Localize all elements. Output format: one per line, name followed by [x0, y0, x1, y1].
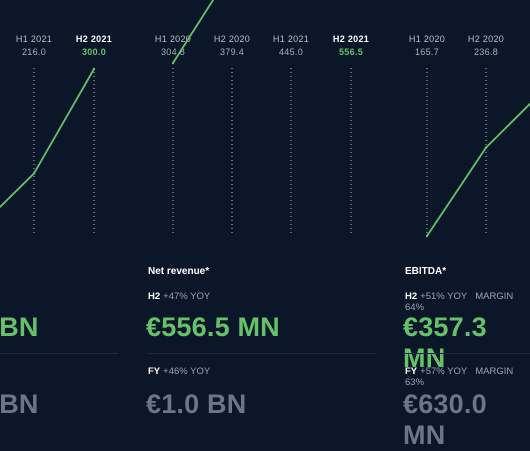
ebitda-period-label: H2 2020	[468, 34, 504, 44]
net-revenue-h2-row: H2 +47% YOY	[148, 291, 210, 302]
net-revenue-period-label: H1 2020	[155, 34, 191, 44]
panel-1-fy-value: 3BN	[0, 389, 39, 419]
net-revenue-fy-row: FY +46% YOY	[148, 366, 210, 377]
net-revenue-h2-yoy: +47% YOY	[163, 291, 211, 302]
panel-1-value-label: 216.0	[22, 47, 46, 57]
ebitda-fy-margin: MARGIN 63%	[405, 366, 514, 388]
ebitda-h2-label: H2	[405, 291, 418, 302]
panel-1-period-label: H1 2021	[16, 34, 52, 44]
net-revenue-fy-value: €1.0 BN	[146, 389, 247, 419]
panel-1-data-point	[32, 172, 36, 175]
ebitda-h2-margin: MARGIN 64%	[405, 291, 514, 313]
net-revenue-title: Net revenue*	[148, 266, 210, 277]
ebitda-h2-yoy: +51% YOY	[420, 291, 468, 302]
net-revenue-value-label: 445.0	[279, 47, 303, 57]
panel-1-period-label: H2 2021	[76, 34, 112, 44]
net-revenue-fy-label: FY	[148, 366, 161, 377]
net-revenue-divider	[148, 353, 376, 354]
ebitda-fy-label: FY	[405, 366, 418, 377]
panel-1-divider	[0, 353, 118, 354]
ebitda-title: EBITDA*	[405, 266, 447, 277]
ebitda-h2-value: €357.3 MN	[403, 312, 487, 373]
panel-1-h2-value: 3BN	[0, 312, 39, 342]
ebitda-divider	[405, 353, 530, 354]
ebitda-value-label: 165.7	[415, 47, 439, 57]
panel-1-data-point	[92, 67, 96, 71]
net-revenue-h2-value: €556.5 MN	[146, 312, 280, 342]
net-revenue-series-line	[172, 0, 215, 64]
ebitda-period-label: H1 2020	[409, 34, 445, 44]
net-revenue-period-label: H2 2021	[333, 34, 369, 44]
ebitda-h2-row: H2 +51% YOY MARGIN 64%	[405, 291, 530, 313]
ebitda-data-point	[425, 234, 429, 238]
ebitda-data-point	[484, 146, 488, 149]
net-revenue-period-label: H2 2020	[214, 34, 250, 44]
net-revenue-data-point	[171, 61, 175, 65]
net-revenue-h2-label: H2	[148, 291, 161, 302]
net-revenue-value-label: 556.5	[339, 47, 363, 57]
net-revenue-period-label: H1 2021	[273, 34, 309, 44]
charts-area: H1 2021 216.0 H2 2021 300.0 H1 2020 304.8 H2 2…	[0, 0, 530, 238]
net-revenue-value-label: 379.4	[220, 47, 244, 57]
ebitda-series-line	[426, 102, 530, 237]
panel-1-series-line	[0, 68, 95, 209]
panel-1-value-label: 300.0	[82, 47, 106, 57]
net-revenue-value-label: 304.8	[161, 47, 185, 57]
ebitda-fy-row: FY +57% YOY MARGIN 63%	[405, 366, 530, 388]
ebitda-value-label: 236.8	[474, 47, 498, 57]
net-revenue-fy-yoy: +46% YOY	[163, 366, 211, 377]
ebitda-fy-yoy: +57% YOY	[420, 366, 468, 377]
